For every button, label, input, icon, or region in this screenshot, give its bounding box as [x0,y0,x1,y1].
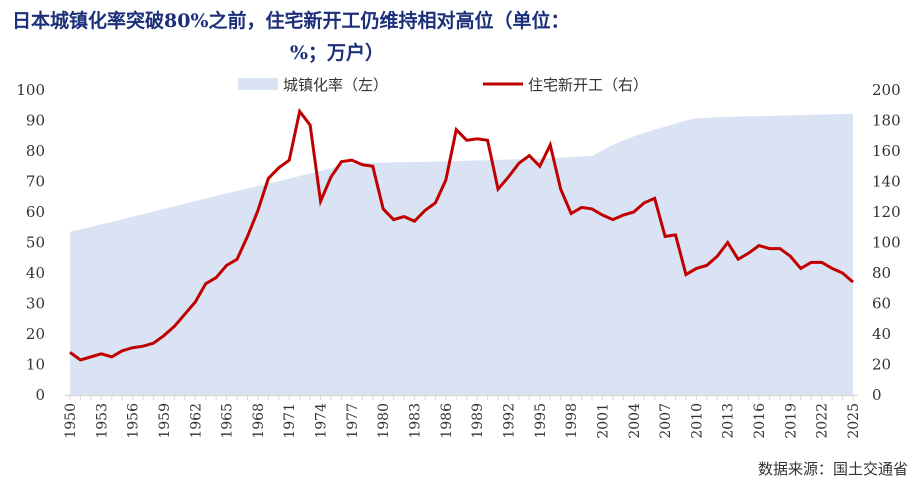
chart-title-line1: 日本城镇化率突破80%之前，住宅新开工仍维持相对高位（单位： [12,10,570,32]
right-axis-tick-label: 140 [872,173,901,191]
x-tick-label: 1998 [564,403,580,439]
x-tick-label: 1974 [314,403,330,439]
left-axis-tick-label: 0 [35,386,45,404]
right-axis-tick-label: 180 [872,112,901,130]
x-tick-label: 1962 [188,403,204,439]
x-tick-label: 1965 [220,403,236,439]
source-note: 数据来源：国土交通省 [757,460,908,478]
x-tick-label: 1992 [501,403,517,439]
x-tick-label: 2013 [721,403,737,439]
x-tick-label: 1953 [94,403,110,439]
right-axis-tick-label: 80 [872,264,891,282]
right-axis-tick-label: 20 [872,356,891,374]
left-axis-tick-label: 30 [26,295,45,313]
x-tick-label: 1989 [470,403,486,439]
x-tick-label: 2010 [689,403,705,439]
left-axis-tick-label: 10 [26,356,45,374]
x-tick-label: 2004 [627,403,643,439]
legend: 城镇化率（左） 住宅新开工（右） [238,76,648,94]
legend-area-swatch [238,78,278,90]
x-tick-label: 1950 [63,403,79,439]
x-tick-label: 1995 [533,403,549,439]
x-tick-label: 1977 [345,403,361,439]
right-axis-tick-label: 40 [872,325,891,343]
urbanization-area [70,113,853,395]
right-axis-tick-label: 120 [872,203,901,221]
x-tick-label: 2022 [815,403,831,439]
left-axis-tick-label: 40 [26,264,45,282]
left-axis-tick-label: 70 [26,173,45,191]
right-axis-tick-label: 0 [872,386,882,404]
x-tick-label: 2007 [658,403,674,439]
x-tick-label: 2019 [783,403,799,439]
x-tick-label: 1959 [157,403,173,439]
left-axis-tick-label: 60 [26,203,45,221]
x-tick-label: 2016 [752,403,768,439]
right-axis-tick-label: 200 [872,81,901,99]
left-axis-tick-label: 50 [26,234,45,252]
x-tick-label: 2025 [846,403,862,439]
legend-line-label: 住宅新开工（右） [528,76,648,94]
x-tick-label: 1980 [376,403,392,439]
right-axis-tick-label: 100 [872,234,901,252]
x-tick-label: 1983 [408,403,424,439]
x-tick-label: 1986 [439,403,455,439]
left-axis-tick-label: 20 [26,325,45,343]
right-axis-tick-label: 60 [872,295,891,313]
x-tick-label: 1971 [282,403,298,439]
housing-starts-line [69,107,854,362]
left-axis-tick-label: 90 [26,112,45,130]
x-tick-label: 1968 [251,403,267,439]
right-axis-tick-label: 160 [872,142,901,160]
legend-area-label: 城镇化率（左） [283,76,388,94]
x-tick-label: 1956 [126,403,142,439]
left-axis-tick-label: 100 [16,81,45,99]
left-axis-tick-label: 80 [26,142,45,160]
chart-title-line2: %；万户） [290,42,385,64]
x-tick-label: 2001 [595,403,611,439]
